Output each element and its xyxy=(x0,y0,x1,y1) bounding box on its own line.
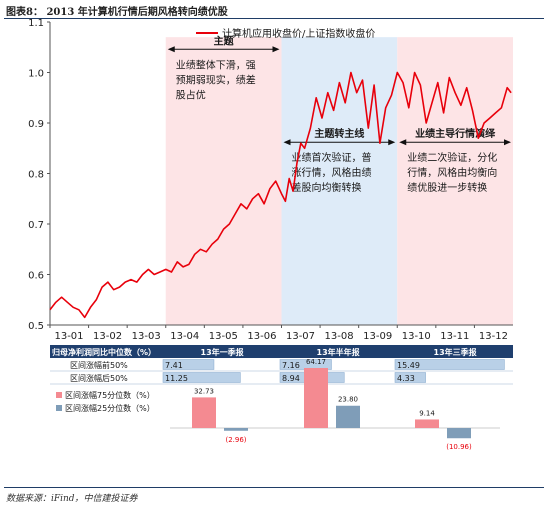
x-tick-label: 13-05 xyxy=(209,331,238,342)
bar-legend-swatch xyxy=(56,392,62,398)
phase-arrow-left xyxy=(283,139,291,146)
bar xyxy=(447,428,471,439)
phase-note-line: 行情，风格由均衡向 xyxy=(407,166,497,179)
x-tick-label: 13-10 xyxy=(402,331,431,342)
table-row-label: 区间涨幅前50% xyxy=(70,360,128,370)
x-tick-label: 13-02 xyxy=(93,331,122,342)
y-tick-label: 1.1 xyxy=(28,18,44,29)
source-note: 数据来源：iFind，中信建投证券 xyxy=(6,494,138,504)
bar xyxy=(304,368,328,428)
phase-note-line: 预期弱现实，绩差 xyxy=(176,73,256,86)
phase-note-line: 业绩首次验证，普 xyxy=(292,151,372,164)
table-data-value: 4.33 xyxy=(397,374,415,383)
phase-note-line: 业绩整体下滑，强 xyxy=(176,58,256,71)
table-header-bg xyxy=(50,345,513,358)
bar-value-label: 32.73 xyxy=(194,387,214,395)
bar xyxy=(192,397,216,428)
y-tick-label: 0.8 xyxy=(28,170,44,181)
bar-legend-swatch xyxy=(56,405,62,411)
table-data-bar xyxy=(394,372,426,383)
phase-arrow-right xyxy=(504,139,511,146)
x-tick-label: 13-01 xyxy=(54,331,83,342)
y-tick-label: 1.0 xyxy=(28,69,44,80)
phase-note-line: 绩优股进一步转换 xyxy=(407,181,487,194)
x-tick-label: 13-07 xyxy=(286,331,315,342)
phase-arrow-right xyxy=(272,46,280,53)
phase-arrow-left xyxy=(167,46,175,53)
table-header-cell: 13年一季报 xyxy=(201,347,244,357)
bar-value-label: 9.14 xyxy=(419,409,435,417)
phase-arrow-left xyxy=(399,139,407,146)
phase-note-line: 股占优 xyxy=(176,88,206,101)
phase-heading: 主题 xyxy=(214,34,235,47)
phase-heading: 业绩主导行情演绎 xyxy=(415,127,496,140)
bar-value-label: 64.17 xyxy=(306,358,326,366)
phase-note-line: 涨行情，风格由绩 xyxy=(292,166,372,179)
phase-arrow-right xyxy=(388,139,396,146)
table-header-cell: 归母净利润同比中位数（%） xyxy=(52,347,156,357)
figure-title: 图表8： 2013 年计算机行情后期风格转向绩优股 xyxy=(6,7,228,18)
phase-background-2 xyxy=(281,37,398,326)
phase-note-line: 差股向均衡转换 xyxy=(292,181,362,194)
y-tick-label: 0.5 xyxy=(28,321,44,332)
table-data-value: 15.49 xyxy=(397,361,420,370)
phase-heading: 主题转主线 xyxy=(314,127,364,140)
phase-background-3 xyxy=(397,37,513,326)
table-data-value: 7.16 xyxy=(282,361,300,370)
table-data-value: 11.25 xyxy=(165,374,188,383)
title-rule xyxy=(4,18,544,19)
x-tick-label: 13-12 xyxy=(479,331,508,342)
table-row-label: 区间涨幅后50% xyxy=(70,373,128,383)
y-tick-label: 0.9 xyxy=(28,119,44,130)
x-tick-label: 13-08 xyxy=(325,331,354,342)
phase-note-line: 业绩二次验证，分化 xyxy=(407,151,497,164)
bar xyxy=(415,419,439,428)
x-tick-label: 13-09 xyxy=(363,331,392,342)
series-line xyxy=(49,71,512,319)
table-header-cell: 13年三季报 xyxy=(434,347,477,357)
legend-label: 计算机应用收盘价/上证指数收盘价 xyxy=(222,27,375,40)
x-tick-label: 13-04 xyxy=(170,331,199,342)
phase-background-1 xyxy=(165,37,282,326)
table-data-value: 8.94 xyxy=(282,374,300,383)
bar-value-label: (10.96) xyxy=(446,443,472,451)
bar-legend-label: 区间涨幅25分位数（%） xyxy=(65,403,155,413)
x-tick-label: 13-06 xyxy=(247,331,276,342)
table-data-bar xyxy=(162,372,241,383)
x-tick-label: 13-11 xyxy=(440,331,469,342)
y-tick-label: 0.6 xyxy=(28,271,44,282)
table-data-bar xyxy=(394,359,505,370)
y-tick-label: 0.7 xyxy=(28,220,44,231)
bar-legend-label: 区间涨幅75分位数（%） xyxy=(65,390,155,400)
bar xyxy=(224,428,248,431)
bar-value-label: (2.96) xyxy=(225,436,246,444)
bar-value-label: 23.80 xyxy=(338,396,358,404)
bar xyxy=(336,405,360,428)
bottom-rule xyxy=(4,487,544,488)
x-tick-label: 13-03 xyxy=(132,331,161,342)
table-data-bar xyxy=(162,359,215,370)
table-header-cell: 13年半年报 xyxy=(317,347,360,357)
table-data-value: 7.41 xyxy=(165,361,183,370)
